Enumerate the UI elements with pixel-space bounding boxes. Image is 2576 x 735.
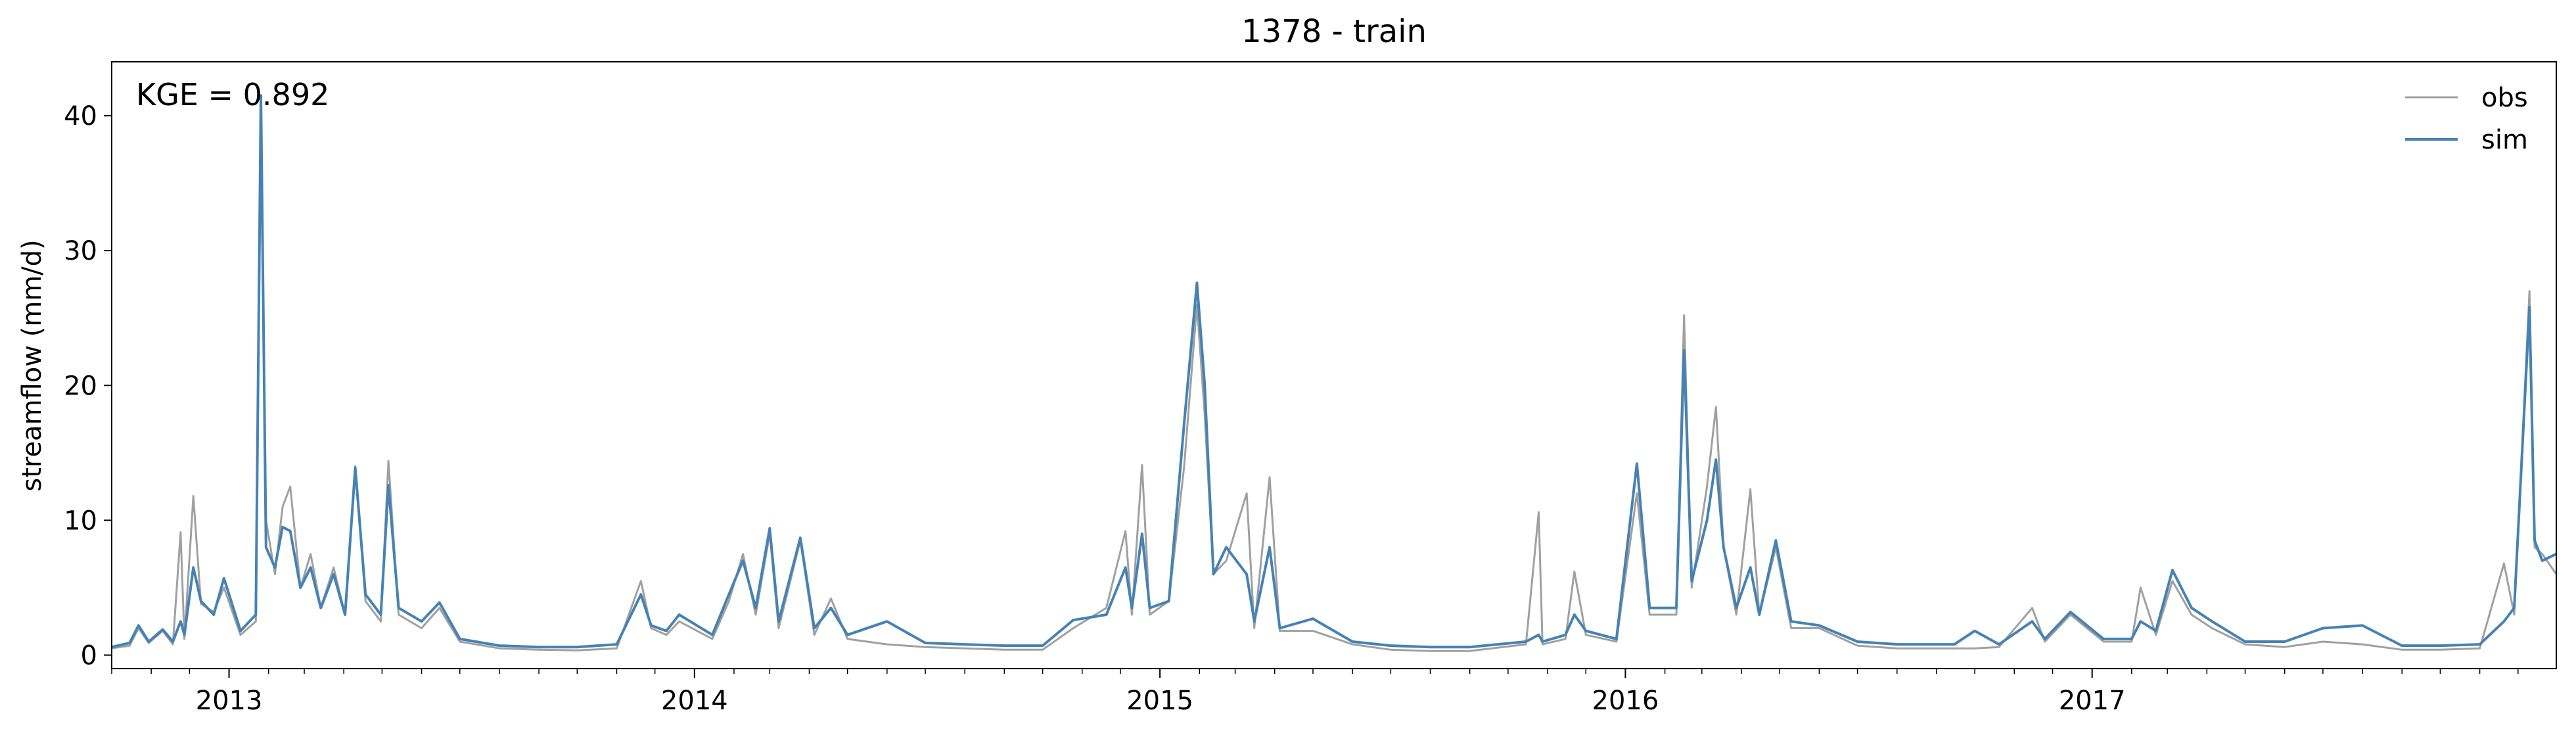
y-axis: 0 10 20 30 40: [64, 101, 112, 671]
kge-annotation: KGE = 0.892: [136, 77, 329, 112]
y-tick-label: 40: [64, 101, 97, 131]
legend-label-obs: obs: [2481, 83, 2528, 113]
x-tick-label: 2015: [1126, 686, 1193, 716]
x-tick-label: 2017: [2059, 686, 2126, 716]
legend-label-sim: sim: [2481, 125, 2528, 155]
x-axis: 2013 2014 2015 2016 2017: [111, 669, 2519, 716]
x-tick-label: 2016: [1592, 686, 1659, 716]
y-tick-label: 30: [64, 236, 97, 266]
x-tick-label: 2014: [661, 686, 728, 716]
series-line-sim: [112, 94, 2556, 649]
x-tick-label: 2013: [196, 686, 263, 716]
y-axis-label: streamflow (mm/d): [17, 239, 47, 491]
y-tick-label: 10: [64, 506, 97, 536]
y-tick-label: 20: [64, 371, 97, 401]
y-tick-label: 0: [81, 640, 97, 671]
chart-title: 1378 - train: [1241, 13, 1427, 50]
series-layer: [112, 94, 2556, 652]
legend: obs sim: [2405, 83, 2528, 155]
plot-frame: [111, 61, 2557, 669]
